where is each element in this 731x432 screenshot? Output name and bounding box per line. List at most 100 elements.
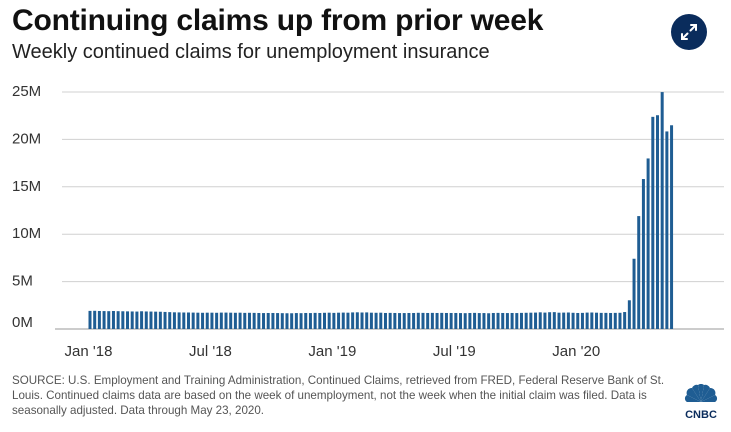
chart-title: Continuing claims up from prior week [12,4,544,37]
bar [341,312,345,329]
x-tick-label: Jul '18 [189,343,232,360]
bar [388,312,392,329]
bar [482,313,486,329]
bar [121,311,125,329]
x-tick-label: Jan '20 [552,343,600,360]
bar [571,312,575,329]
bar [299,313,303,329]
bar [327,312,331,329]
bar [538,312,542,329]
bar [205,312,209,329]
bar [97,310,101,329]
bar [323,312,326,329]
bar [646,158,650,329]
expand-arrows-icon [681,24,697,40]
bar [637,216,641,329]
y-tick-label: 20M [12,130,41,147]
bar [304,312,308,329]
bar [393,312,397,329]
bar [266,312,270,329]
bar [552,312,556,329]
bar [102,311,106,329]
bar [163,311,167,329]
bar [247,312,251,329]
bar [210,312,214,329]
bar [595,312,599,329]
bar [590,312,594,329]
bar [613,312,617,329]
bar [529,312,533,329]
bar [402,313,406,329]
bar [426,312,430,329]
x-tick-label: Jul '19 [433,343,476,360]
bar [632,258,636,329]
bar [379,312,383,329]
bar [285,313,289,329]
bar [491,312,495,329]
bar [294,313,298,329]
bar [149,311,153,329]
bar [651,116,655,329]
bar [144,311,148,329]
bar [355,312,359,329]
bar [416,312,420,329]
cnbc-peacock-logo-icon [684,384,718,402]
bar [346,312,350,329]
bar [623,312,627,329]
bar [168,312,172,329]
bar [510,312,514,329]
bar [126,311,130,329]
y-tick-label: 15M [12,178,41,195]
bar [332,312,336,329]
bar [130,311,134,329]
bar [360,312,364,329]
bar [524,312,528,329]
bar [627,300,631,329]
bar [116,311,120,329]
bar [201,312,205,329]
chart-subtitle: Weekly continued claims for unemployment… [12,41,490,63]
bar [430,312,434,329]
bar [496,312,500,329]
y-tick-label: 25M [12,83,41,100]
bar [135,311,139,329]
cnbc-logo: CNBC [684,384,718,421]
bar [609,312,613,329]
bar [412,312,416,329]
bar [238,312,242,329]
bar [670,125,674,330]
expand-button[interactable] [671,14,707,50]
bar [271,312,275,329]
bar [477,313,481,329]
bar [233,312,237,329]
bar [252,312,256,329]
bar [243,312,247,329]
bar [276,313,280,329]
bar [215,312,219,329]
bar [519,312,523,329]
bar [196,312,200,329]
bar [501,312,505,329]
bar [534,312,538,329]
bar [641,179,645,329]
bar [580,312,584,329]
bar [369,312,373,329]
bar [88,310,92,329]
bar [107,311,111,329]
bar [557,312,561,329]
bar [186,312,190,329]
source-note: SOURCE: U.S. Employment and Training Adm… [12,374,665,417]
bar [318,312,322,329]
bar [407,312,411,329]
bar [444,312,448,329]
bar [585,312,589,329]
bar [449,312,453,329]
bar [158,311,162,329]
bar [308,313,312,329]
bar [290,313,294,329]
bar [177,312,181,329]
bar [505,313,509,329]
bar [224,312,228,329]
bar [440,312,444,329]
bar [262,313,266,329]
